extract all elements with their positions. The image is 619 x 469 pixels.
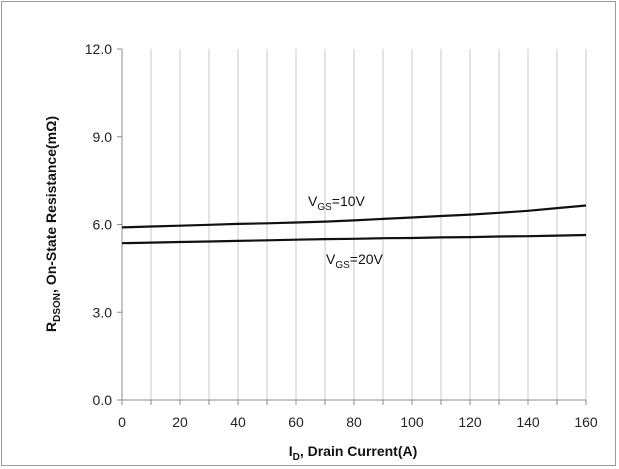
x-tick-label: 100 [400, 414, 424, 430]
y-axis-title: RDSON, On-State Resistance(mΩ) [43, 116, 63, 332]
x-tick-label: 40 [230, 414, 246, 430]
x-tick-label: 120 [458, 414, 482, 430]
x-tick-label: 140 [516, 414, 540, 430]
x-tick-label: 20 [172, 414, 188, 430]
series-lines [121, 204, 587, 245]
series-label-vgs-10v: VGS=10V [308, 193, 366, 213]
y-tick-label: 6.0 [93, 217, 113, 233]
x-tick-label: 0 [118, 414, 126, 430]
y-tick-label: 9.0 [93, 129, 113, 145]
y-tick-label: 3.0 [93, 304, 113, 320]
series-label-vgs-20v: VGS=20V [326, 251, 384, 271]
axes [117, 48, 587, 405]
x-tick-label: 80 [346, 414, 362, 430]
y-tick-label: 12.0 [85, 41, 112, 57]
x-tick-label: 160 [574, 414, 598, 430]
grid-lines [150, 49, 587, 400]
y-tick-label: 0.0 [93, 392, 113, 408]
series-line-1 [121, 233, 587, 245]
tick-labels: 0.0 3.0 6.0 9.0 12.0 0 20 40 60 80 100 120 140 160 [85, 41, 598, 430]
series-line-0 [121, 204, 587, 229]
x-axis-title: ID, Drain Current(A) [289, 443, 418, 463]
x-tick-label: 60 [288, 414, 304, 430]
